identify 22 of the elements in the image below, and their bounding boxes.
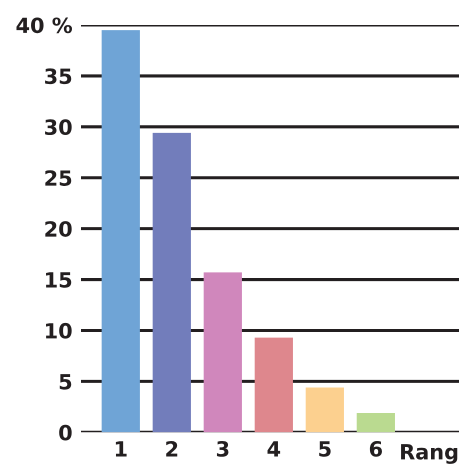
bar xyxy=(356,412,395,432)
y-tick-label: 20 xyxy=(45,221,72,237)
y-tick-label: 35 xyxy=(45,68,72,84)
x-tick-label: 2 xyxy=(166,441,178,456)
bar xyxy=(254,338,293,432)
y-tick-label: 10 xyxy=(46,322,72,339)
y-tick-label: 40 % xyxy=(16,17,72,34)
x-tick-label: 4 xyxy=(268,441,280,456)
y-tick-label: 15 xyxy=(46,272,72,288)
x-axis-title: Rang xyxy=(401,444,458,464)
x-tick-label: 3 xyxy=(216,441,228,457)
y-tick-label: 5 xyxy=(60,374,72,390)
bar xyxy=(102,30,140,432)
x-tick-label: 5 xyxy=(319,441,331,457)
x-tick-label: 6 xyxy=(370,441,382,457)
y-tick-label: 30 xyxy=(45,119,72,136)
x-tick-label: 1 xyxy=(116,441,127,456)
bar xyxy=(306,387,344,432)
bar xyxy=(204,272,242,432)
y-tick-label: 25 xyxy=(45,170,72,186)
y-tick-label: 0 xyxy=(59,424,72,441)
bar xyxy=(152,132,191,432)
